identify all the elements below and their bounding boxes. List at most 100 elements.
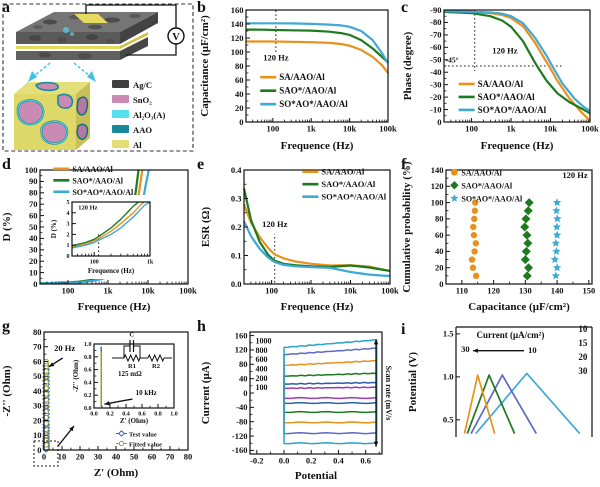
- x-tick-label: 0: [42, 452, 46, 462]
- circle-marker-icon: [472, 199, 479, 206]
- y-axis-label: ESR (Ω): [200, 207, 212, 248]
- y-tick-label: 1: [67, 243, 70, 249]
- chart-overlays: Frequence (Hz) D (%) 120 Hz: [50, 205, 135, 275]
- x-tick-label: 1k: [507, 124, 516, 134]
- y-axis-label: D (%): [50, 219, 58, 238]
- y-tick-label: 20: [33, 415, 42, 425]
- y-tick-label: 1.0: [443, 372, 454, 382]
- y-tick-label: -160: [232, 445, 248, 455]
- y-tick-label: 10: [29, 267, 38, 277]
- star-marker-icon: [552, 206, 561, 215]
- arrow-icon: [104, 401, 110, 406]
- x-tick-label: 20: [76, 452, 85, 462]
- x-tick-label: 100: [465, 124, 478, 134]
- y-tick-label: 100: [231, 47, 244, 57]
- material-swatch: [112, 110, 129, 118]
- material-swatch: [112, 80, 129, 88]
- y-tick-label: 4: [67, 211, 70, 217]
- y-tick-label: 30: [29, 245, 38, 255]
- y-tick-label: 0.2: [84, 393, 92, 399]
- y-tick-label: 70: [29, 199, 38, 209]
- diamond-marker-icon: [522, 230, 532, 240]
- series-400: [283, 372, 378, 414]
- y-axis-label: Phase (degree): [402, 31, 414, 100]
- circle-marker-icon: [43, 437, 49, 444]
- panel-letter-g: g: [2, 318, 10, 335]
- chart-overlays: Frequence (Hz) Capacitance (μF/cm²) 120 Hz…: [199, 15, 354, 152]
- material-swatch: [112, 125, 129, 133]
- resistor-icon: [123, 353, 141, 363]
- legend-item: SAO*/AAO/Al: [478, 92, 536, 102]
- annotation: 20 Hz: [54, 343, 75, 353]
- x-axis-label: Frequence (Hz): [78, 301, 151, 313]
- y-tick-label: 60: [29, 210, 38, 220]
- chart-overlays: Z' (Ohm) -Z'' (Ohm) 125 mΩ 10 kHz: [72, 359, 157, 425]
- legend-item: 30: [578, 366, 588, 376]
- annotation: 10 kHz: [136, 389, 157, 397]
- series-SO*AO*/AAO/Al: [243, 220, 391, 278]
- panel-letter-f: f: [401, 156, 407, 173]
- legend-item: SA/AAO/Al: [461, 168, 502, 177]
- diamond-marker-icon: [450, 181, 459, 190]
- diamond-marker-icon: [524, 263, 534, 273]
- y-tick-label: -120: [232, 431, 248, 441]
- arrow-icon: [69, 426, 74, 432]
- circuit-label-r2: R2: [152, 363, 160, 370]
- series-30: [463, 374, 496, 434]
- legend-item: SO*AO*/AAO/Al: [279, 99, 348, 109]
- x-tick-label: 70: [166, 452, 175, 462]
- annotation: 1000: [255, 336, 271, 345]
- x-tick-label: -0.2: [250, 456, 263, 466]
- annotation: 120 Hz: [78, 205, 97, 212]
- annotation: 120 Hz: [562, 170, 587, 180]
- equivalent-circuit: C R1 R2: [112, 332, 172, 370]
- annotation: Scan rate (mV/s: [384, 366, 393, 421]
- inset-background: [48, 195, 158, 279]
- x-tick-label: 130: [519, 286, 532, 296]
- circle-marker-icon: [471, 248, 478, 255]
- panel-letter-b: b: [197, 0, 206, 16]
- arrow-icon: [473, 348, 478, 353]
- annotation: 120 Hz: [263, 52, 288, 62]
- zoom-region-box: [33, 440, 59, 467]
- y-tick-label: -20: [430, 92, 441, 102]
- y-tick-label: 160: [231, 5, 244, 15]
- y-tick-label: 50: [33, 371, 42, 381]
- y-tick-label: 0.2: [231, 222, 242, 232]
- legend-item: 10: [578, 324, 588, 334]
- legend-item: 15: [578, 338, 588, 348]
- y-tick-label: 120: [235, 345, 248, 355]
- y-axis-label: -Z'' (Ohm): [72, 359, 80, 392]
- y-tick-label: 60: [33, 356, 42, 366]
- y-tick-label: 2: [67, 232, 70, 238]
- y-tick-label: 70: [33, 342, 42, 352]
- y-tick-label: 0.4: [231, 165, 242, 175]
- circle-marker-icon: [43, 420, 49, 427]
- material-legend: Ag/C SnO₂ Al₂O₃(A) AAO Al: [112, 80, 165, 150]
- circle-marker-icon: [43, 368, 49, 374]
- y-tick-label: 90: [29, 176, 38, 186]
- axes: 110 120 130 140 150 0 20 40 60 80 100 120 140: [431, 165, 595, 296]
- star-marker-icon: [551, 271, 560, 280]
- x-tick-label: 10k: [141, 286, 155, 296]
- x-tick-label: 150: [582, 286, 595, 296]
- circuit-label-c: C: [129, 332, 134, 339]
- circle-marker-icon: [43, 442, 49, 448]
- annotation: 600: [255, 355, 267, 364]
- annotation: 100: [255, 383, 267, 392]
- axes: 100 1k 0 1 2 3 4 5: [67, 200, 154, 266]
- y-tick-label: 0.8: [84, 355, 92, 361]
- series-group: [443, 10, 591, 122]
- series-SAO*/AAO/Al: [71, 201, 139, 247]
- y-tick-label: 140: [431, 165, 444, 175]
- axes: -0.2 0.0 0.2 0.4 0.6 -160 -120 -80 -40 0 40 80 120 16…: [232, 330, 383, 466]
- y-tick-label: 0: [243, 388, 247, 398]
- x-tick-label: 80: [184, 452, 193, 462]
- series-group: [242, 188, 391, 278]
- x-tick-label: 100: [265, 286, 278, 296]
- circle-marker-icon: [43, 391, 49, 397]
- x-axis-label: Frequence (Hz): [281, 301, 354, 313]
- y-tick-label: 0: [239, 117, 243, 127]
